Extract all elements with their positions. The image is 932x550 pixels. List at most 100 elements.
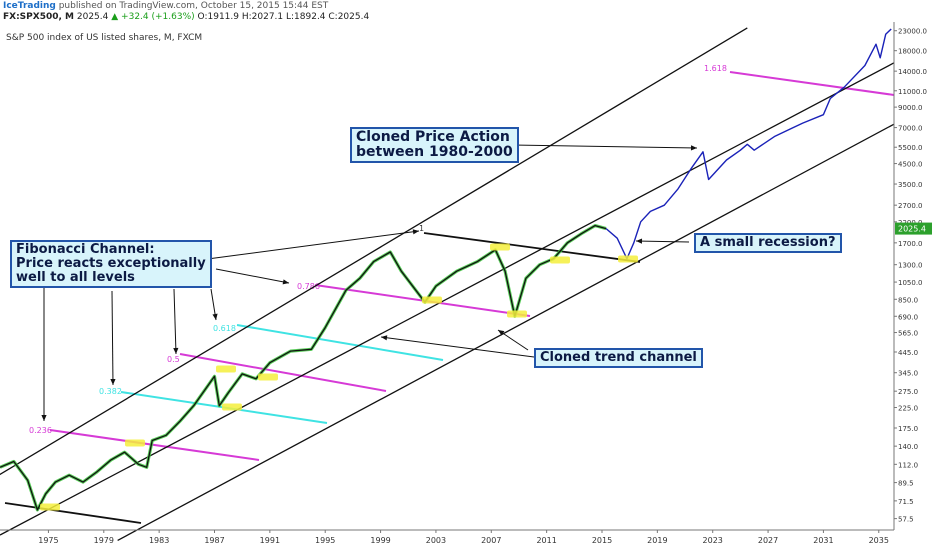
reaction-highlight — [550, 256, 570, 264]
y-tick-label: 89.5 — [898, 480, 914, 488]
y-tick-label: 112.0 — [898, 461, 918, 469]
y-tick-label: 1700.0 — [898, 240, 923, 248]
symbol-label: FX:SPX500, M — [3, 12, 74, 22]
y-tick-label: 275.0 — [898, 388, 918, 396]
fib-label: 0.618 — [213, 324, 236, 333]
fib-level-1-line — [423, 232, 641, 263]
y-tick-label: 175.0 — [898, 425, 918, 433]
annotation-fibonacci-channel: Fibonacci Channel: Price reacts exceptio… — [10, 240, 212, 288]
fib-label: 1 — [419, 224, 424, 233]
annotation-arrow-line — [173, 288, 177, 355]
y-tick-label: 71.5 — [898, 498, 914, 506]
x-tick-label: 2035 — [869, 536, 889, 545]
reaction-highlight — [490, 243, 510, 251]
quote-line: FX:SPX500, M 2025.4 ▲ +32.4 (+1.63%) O:1… — [3, 12, 369, 23]
annotation-arrowhead — [636, 238, 643, 244]
y-tick-label: 4500.0 — [898, 161, 923, 169]
y-tick-label: 445.0 — [898, 349, 918, 357]
up-arrow-icon: ▲ — [111, 12, 119, 22]
y-tick-label: 2700.0 — [898, 202, 923, 210]
x-tick-label: 2007 — [481, 536, 501, 545]
fib-line-0.236 — [49, 429, 260, 461]
x-tick-label: 2011 — [536, 536, 556, 545]
fib-label: 0.382 — [99, 387, 122, 396]
y-tick-label: 57.5 — [898, 516, 914, 524]
chart-header: IceTrading published on TradingView.com,… — [0, 0, 932, 30]
channel-line-0 — [0, 27, 748, 476]
x-tick-label: 1979 — [94, 536, 114, 545]
x-tick-label: 2027 — [758, 536, 778, 545]
x-tick-label: 1987 — [204, 536, 224, 545]
last-price-label: 2025.4 — [898, 225, 926, 234]
x-tick-label: 1995 — [315, 536, 335, 545]
annotation-arrowhead — [173, 347, 179, 354]
reaction-highlight — [618, 255, 638, 263]
annotation-arrowhead — [690, 145, 697, 151]
reaction-highlight — [216, 365, 236, 373]
x-tick-label: 2015 — [592, 536, 612, 545]
annotation-cloned-price-action: Cloned Price Action between 1980-2000 — [350, 127, 519, 163]
y-tick-label: 690.0 — [898, 313, 918, 321]
annotation-text: Cloned trend channel — [540, 350, 697, 365]
publish-line: IceTrading published on TradingView.com,… — [3, 1, 328, 12]
author-name[interactable]: IceTrading — [3, 1, 56, 11]
y-tick-label: 225.0 — [898, 405, 918, 413]
annotation-arrowhead — [381, 335, 388, 341]
annotation-text: Fibonacci Channel: Price reacts exceptio… — [16, 242, 206, 285]
ohlc-values: O:1911.9 H:2027.1 L:1892.4 C:2025.4 — [197, 12, 370, 22]
x-tick-label: 1983 — [149, 536, 169, 545]
annotation-text: Cloned Price Action between 1980-2000 — [356, 129, 513, 160]
annotation-arrow-line — [215, 268, 290, 284]
price-line-1 — [605, 28, 892, 260]
x-tick-label: 1999 — [370, 536, 390, 545]
annotation-arrow-line — [199, 230, 420, 261]
reaction-highlight — [222, 403, 242, 411]
price-change: +32.4 (+1.63%) — [121, 12, 195, 22]
x-tick-label: 2023 — [703, 536, 723, 545]
annotation-arrowhead — [41, 415, 47, 421]
annotation-arrowhead — [498, 330, 505, 336]
annotation-arrow-line — [380, 336, 535, 358]
last-price: 2025.4 — [76, 12, 109, 22]
y-tick-label: 9000.0 — [898, 104, 923, 112]
annotation-arrowhead — [412, 229, 419, 235]
y-tick-label: 140.0 — [898, 443, 918, 451]
annotation-arrowhead — [110, 378, 116, 385]
y-tick-label: 11000.0 — [898, 88, 927, 96]
y-tick-label: 1050.0 — [898, 279, 923, 287]
annotation-small-recession: A small recession? — [694, 233, 842, 253]
reaction-highlight — [40, 503, 60, 511]
publish-info: published on TradingView.com, October 15… — [55, 1, 329, 11]
price-line-0 — [0, 224, 607, 511]
x-tick-label: 1991 — [260, 536, 280, 545]
annotation-arrowhead — [212, 313, 218, 320]
fib-line-1.618 — [729, 71, 895, 96]
y-tick-label: 3500.0 — [898, 181, 923, 189]
y-tick-label: 850.0 — [898, 296, 918, 304]
y-tick-label: 14000.0 — [898, 68, 927, 76]
channel-base-line — [4, 502, 142, 524]
reaction-highlight — [422, 296, 442, 304]
annotation-arrow-line — [111, 290, 114, 386]
fib-label: 0.236 — [29, 426, 52, 435]
chart-title: S&P 500 index of US listed shares, M, FX… — [6, 33, 202, 43]
last-price-tag — [895, 222, 932, 235]
y-tick-label: 345.0 — [898, 370, 918, 378]
annotation-arrowhead — [282, 279, 289, 285]
y-tick-label: 23000.0 — [898, 28, 927, 36]
x-tick-label: 1975 — [38, 536, 58, 545]
annotation-arrow-line — [511, 144, 698, 149]
x-tick-label: 2019 — [647, 536, 667, 545]
reaction-highlight — [125, 439, 145, 447]
x-tick-label: 2003 — [426, 536, 446, 545]
reaction-highlight — [507, 310, 527, 318]
fib-label: 0.5 — [167, 355, 180, 364]
y-tick-label: 1300.0 — [898, 262, 923, 270]
annotation-arrow-line — [497, 329, 529, 351]
y-tick-label: 18000.0 — [898, 48, 927, 56]
channel-line-2 — [117, 123, 895, 541]
fib-label: 1.618 — [704, 64, 727, 73]
fib-label: 0.786 — [297, 282, 320, 291]
annotation-text: A small recession? — [700, 235, 836, 250]
